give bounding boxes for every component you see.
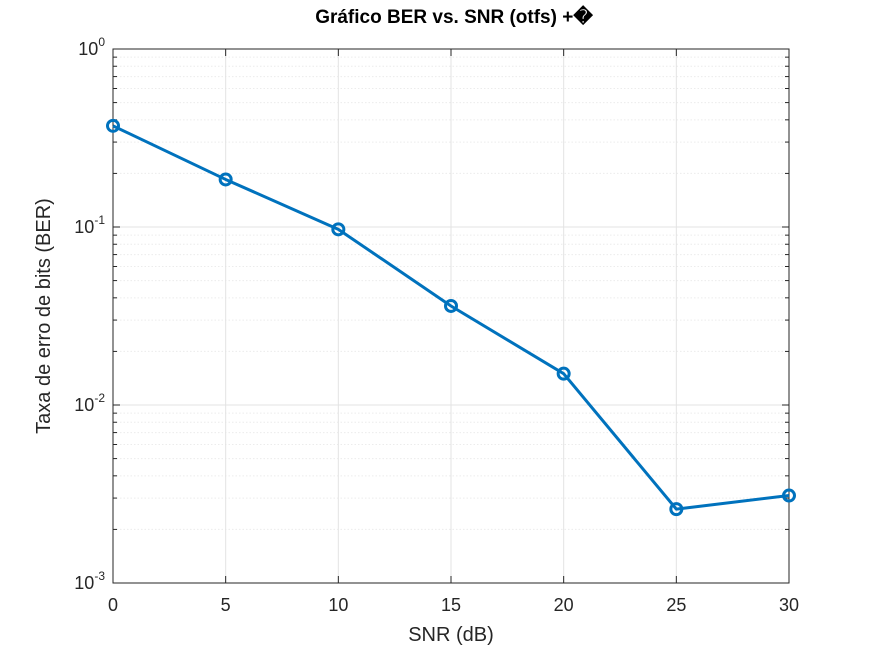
ber-series-line [112, 124, 790, 511]
y-tick-label: 100 [78, 35, 105, 59]
y-tick-label: 10-3 [74, 569, 105, 593]
ber-data-point [556, 366, 571, 381]
x-tick-label: 5 [221, 595, 231, 615]
x-tick-label: 15 [441, 595, 461, 615]
x-tick-label: 30 [779, 595, 799, 615]
x-tick-label: 20 [554, 595, 574, 615]
ber-data-point [669, 502, 684, 517]
y-tick-label: 10-2 [74, 391, 105, 415]
ber-data-point [444, 298, 458, 313]
ber-data-point [218, 172, 233, 187]
chart-title: Gráfico BER vs. SNR (otfs) +� [315, 5, 593, 28]
x-axis-label: SNR (dB) [408, 624, 494, 646]
plot-area: 0 5 10 15 20 25 30 100 10-1 10-2 10-3 [74, 35, 799, 615]
y-axis-label: Taxa de erro de bits (BER) [33, 198, 55, 434]
y-tick-label: 10-1 [74, 213, 105, 237]
x-tick-label: 25 [666, 595, 686, 615]
x-tick-label: 0 [108, 595, 118, 615]
ber-data-point [782, 488, 796, 503]
ber-data-point [331, 222, 346, 237]
ber-data-point [106, 118, 120, 133]
x-tick-label: 10 [328, 595, 348, 615]
